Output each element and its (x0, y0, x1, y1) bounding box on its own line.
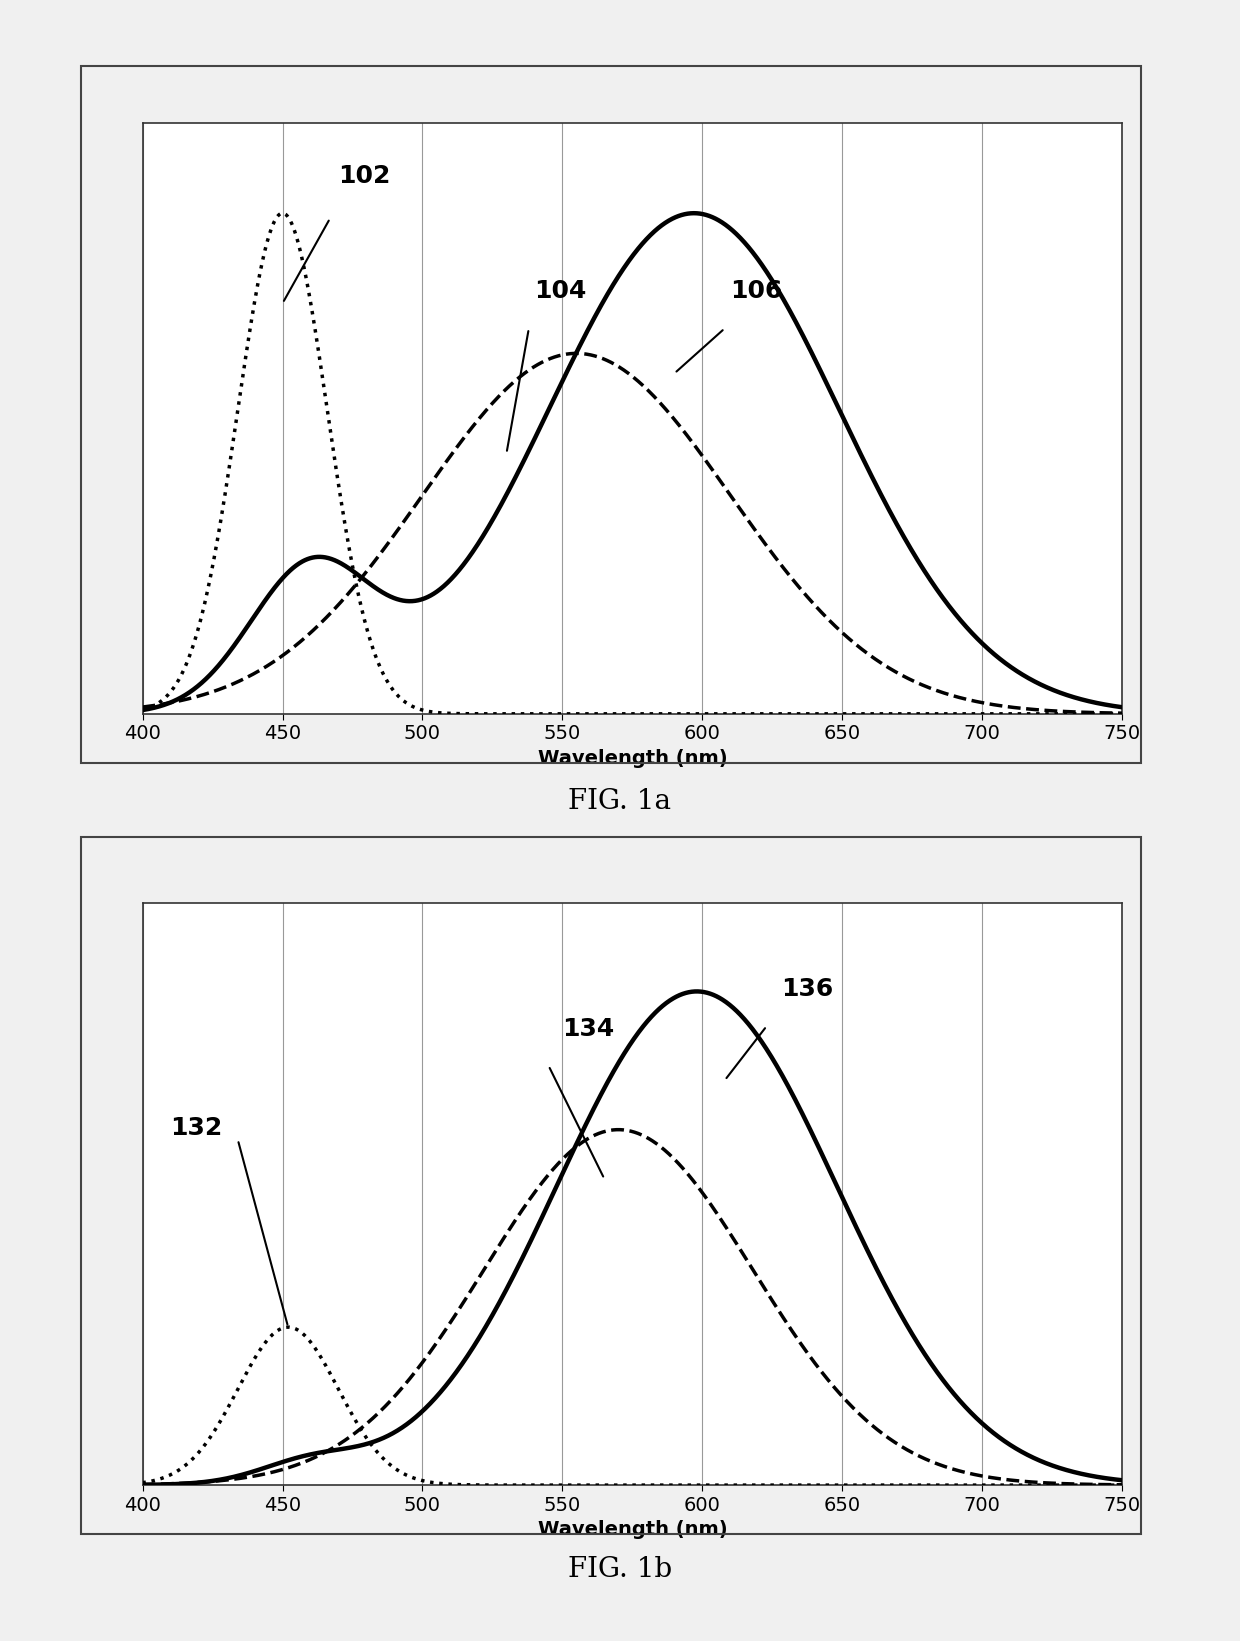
Text: FIG. 1a: FIG. 1a (568, 788, 672, 814)
Text: 106: 106 (730, 279, 782, 304)
Text: FIG. 1b: FIG. 1b (568, 1556, 672, 1582)
Text: 104: 104 (534, 279, 587, 304)
Text: 136: 136 (781, 978, 833, 1001)
X-axis label: Wavelength (nm): Wavelength (nm) (538, 1520, 727, 1539)
Text: 102: 102 (339, 164, 391, 189)
Text: 134: 134 (563, 1017, 615, 1040)
X-axis label: Wavelength (nm): Wavelength (nm) (538, 748, 727, 768)
Text: 132: 132 (171, 1116, 223, 1139)
